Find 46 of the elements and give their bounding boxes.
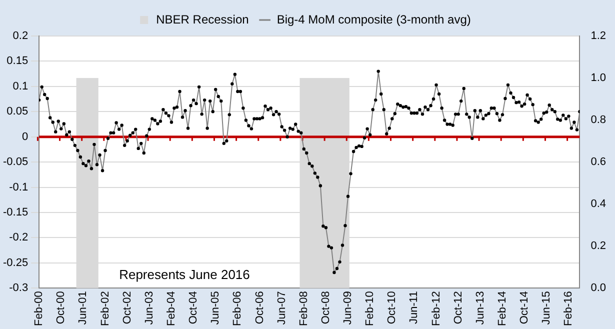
y2-tick-label: 0.4: [590, 198, 606, 210]
x-tick-label: Oct-10: [386, 291, 398, 324]
y2-tick-label: 0.6: [590, 156, 606, 168]
y-tick-label: -0.15: [2, 206, 28, 219]
legend-label: Big-4 MoM composite (3-month avg): [276, 12, 471, 26]
x-tick-label: Jun-11: [408, 291, 420, 324]
x-tick-label: Feb-16: [562, 291, 575, 326]
x-tick-label: Feb-04: [166, 291, 178, 326]
x-tick-label: Oct-12: [452, 291, 464, 324]
y2-tick-label: 0.8: [590, 114, 606, 126]
x-tick-label: Oct-04: [188, 291, 200, 324]
y-tick-label: -0.2: [9, 232, 28, 244]
x-tick-label: Jun-15: [540, 291, 553, 325]
y-tick-label: -0.1: [9, 181, 28, 194]
legend-label: NBER Recession: [156, 12, 249, 26]
x-tick-label: Feb-06: [232, 291, 244, 326]
x-tick-label: Feb-10: [364, 291, 376, 326]
x-tick-label: Jun-09: [342, 291, 354, 325]
y-tick-label: 0.1: [12, 80, 28, 92]
x-tick-label: Feb-14: [496, 291, 509, 326]
x-tick-label: Jun-07: [276, 291, 288, 325]
y2-tick-label: 1.2: [590, 30, 606, 42]
y-tick-label: -0.25: [2, 256, 28, 269]
y-tick-label: 0.05: [6, 106, 28, 118]
x-tick-label: Feb-00: [33, 291, 46, 326]
x-tick-label: Jun-13: [474, 291, 486, 325]
x-tick-label: Feb-12: [430, 291, 442, 326]
y2-tick-label: 0.0: [590, 282, 606, 294]
annotation: Represents June 2016: [119, 267, 250, 282]
x-tick-label: Jun-01: [77, 291, 90, 325]
y-tick-label: -0.3: [9, 282, 28, 294]
y-tick-label: 0.15: [6, 55, 28, 68]
y-tick-label: -0.05: [2, 156, 28, 168]
x-tick-label: Jun-03: [143, 291, 156, 325]
x-tick-label: Oct-06: [254, 291, 266, 324]
x-tick-label: Feb-08: [298, 291, 310, 326]
x-tick-label: Oct-08: [320, 291, 332, 324]
y-tick-label: 0.2: [12, 30, 28, 42]
y-tick-label: 0: [22, 130, 28, 143]
x-tick-label: Jun-05: [210, 291, 222, 325]
x-tick-label: Oct-02: [121, 291, 134, 324]
x-tick-label: Feb-02: [99, 291, 112, 326]
x-tick-label: Oct-14: [518, 291, 531, 324]
y2-tick-label: 0.2: [590, 240, 606, 252]
y2-tick-label: 1.0: [590, 72, 606, 84]
x-tick-label: Oct-00: [55, 291, 68, 324]
